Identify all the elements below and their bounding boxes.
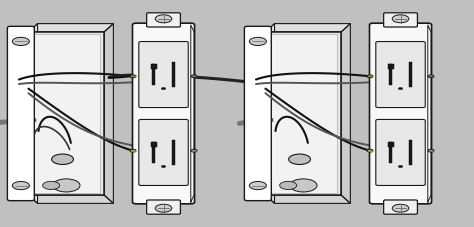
Bar	[152, 142, 155, 163]
Polygon shape	[265, 195, 350, 203]
Circle shape	[191, 75, 197, 78]
Circle shape	[43, 181, 60, 190]
FancyBboxPatch shape	[139, 42, 188, 108]
Bar	[389, 64, 392, 85]
Circle shape	[12, 182, 29, 190]
Circle shape	[280, 181, 297, 190]
FancyBboxPatch shape	[370, 23, 431, 204]
Polygon shape	[26, 118, 36, 122]
Polygon shape	[104, 24, 113, 203]
Circle shape	[367, 149, 373, 152]
FancyBboxPatch shape	[146, 13, 181, 27]
Bar	[409, 62, 412, 87]
Bar	[270, 34, 337, 193]
Polygon shape	[28, 195, 113, 203]
Polygon shape	[191, 25, 194, 202]
Circle shape	[398, 87, 403, 90]
Bar	[172, 62, 175, 87]
FancyBboxPatch shape	[146, 200, 181, 214]
Circle shape	[428, 75, 434, 78]
FancyBboxPatch shape	[383, 200, 418, 214]
Circle shape	[367, 75, 373, 78]
Circle shape	[428, 149, 434, 152]
Circle shape	[289, 154, 310, 165]
Polygon shape	[428, 25, 431, 202]
Polygon shape	[341, 24, 350, 203]
Bar	[409, 140, 412, 165]
Circle shape	[392, 15, 409, 23]
Circle shape	[161, 87, 166, 90]
Circle shape	[249, 37, 266, 45]
Bar	[388, 142, 394, 147]
Circle shape	[290, 179, 317, 192]
Circle shape	[130, 75, 136, 78]
Bar	[152, 64, 155, 85]
FancyBboxPatch shape	[132, 23, 194, 204]
Polygon shape	[263, 118, 273, 122]
Circle shape	[53, 179, 80, 192]
Bar	[28, 32, 104, 195]
FancyBboxPatch shape	[376, 42, 425, 108]
Bar	[388, 64, 394, 69]
FancyBboxPatch shape	[245, 26, 271, 201]
Bar	[389, 142, 392, 163]
Circle shape	[191, 149, 197, 152]
Polygon shape	[28, 24, 113, 32]
Circle shape	[130, 149, 136, 152]
FancyBboxPatch shape	[8, 26, 34, 201]
Circle shape	[52, 154, 73, 165]
Bar	[172, 140, 175, 165]
Bar	[151, 64, 157, 69]
FancyBboxPatch shape	[376, 119, 425, 185]
Bar	[265, 32, 341, 195]
Bar	[151, 142, 157, 147]
Circle shape	[398, 165, 403, 168]
Circle shape	[392, 204, 409, 212]
FancyBboxPatch shape	[139, 119, 188, 185]
Circle shape	[155, 204, 172, 212]
Circle shape	[161, 165, 166, 168]
Circle shape	[12, 37, 29, 45]
FancyBboxPatch shape	[383, 13, 418, 27]
Polygon shape	[28, 24, 37, 203]
Polygon shape	[265, 24, 274, 203]
Polygon shape	[265, 24, 350, 32]
Bar	[33, 34, 100, 193]
Circle shape	[155, 15, 172, 23]
Circle shape	[249, 182, 266, 190]
